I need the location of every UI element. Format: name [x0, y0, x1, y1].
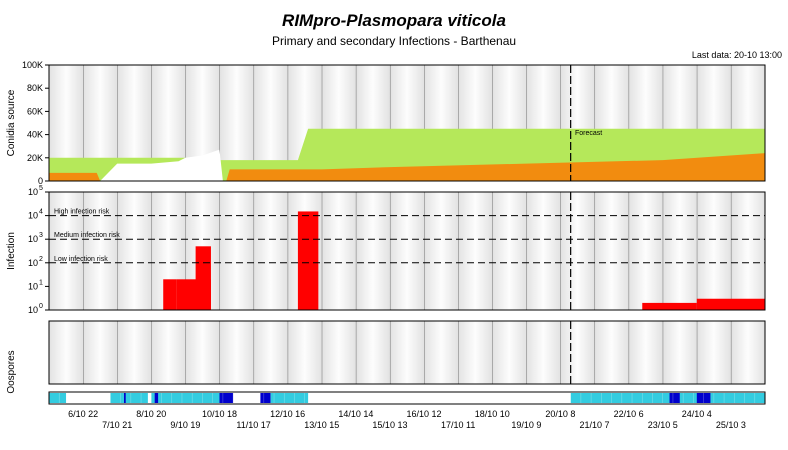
conidia-ytick-label: 0 [38, 176, 43, 186]
conidia-panel: 0 20K 40K 60K 80K 100K Conidia source Forecas… [6, 60, 766, 186]
weather-segment-10 [696, 393, 711, 403]
x-tick-label-row1: 22/10 6 [614, 409, 644, 419]
conidia-series-area-1 [100, 149, 223, 181]
conidia-series [49, 128, 765, 181]
x-tick-label-row1: 20/10 8 [545, 409, 575, 419]
chart-title: RIMpro-Plasmopara viticola [282, 11, 506, 30]
infection-bar-3 [297, 211, 319, 310]
weather-segment-3 [151, 393, 230, 403]
weather-segment-9 [669, 393, 680, 403]
infection-bar-2 [195, 246, 211, 310]
infection-ytick-exponent: 5 [39, 185, 43, 192]
infection-ytick-label: 10 [28, 258, 38, 268]
infection-y-label: Infection [6, 232, 17, 270]
x-tick-label-row2: 11/10 17 [236, 420, 270, 430]
weather-segment-4 [154, 393, 159, 403]
x-tick-label-row1: 14/10 14 [338, 409, 373, 419]
infection-ytick-exponent: 2 [39, 256, 43, 263]
infection-ytick-label: 10 [28, 281, 38, 291]
x-tick-label-row2: 9/10 19 [170, 420, 200, 430]
x-tick-label-row2: 13/10 15 [304, 420, 339, 430]
infection-ytick-label: 10 [28, 187, 38, 197]
x-tick-label-row1: 8/10 20 [136, 409, 166, 419]
weather-segment-7 [270, 393, 309, 403]
infection-bars [163, 211, 765, 310]
threshold-label-0: High infection risk [54, 209, 110, 216]
infection-bar-0 [163, 279, 177, 310]
x-tick-label-row2: 21/10 7 [580, 420, 610, 430]
x-tick-label-row2: 15/10 13 [372, 420, 407, 430]
conidia-ytick-label: 80K [27, 83, 43, 93]
infection-ytick-exponent: 0 [39, 303, 43, 310]
weather-cells [49, 393, 765, 403]
conidia-series-area-2 [49, 153, 765, 181]
x-tick-label-row1: 12/10 16 [270, 409, 305, 419]
x-tick-label-row1: 18/10 10 [475, 409, 510, 419]
infection-bar-4 [642, 302, 697, 310]
oospores-y-label: Oospores [6, 350, 17, 393]
infection-ytick-label: 10 [28, 305, 38, 315]
oospores-panel: Oospores [6, 320, 766, 394]
x-tick-label-row1: 6/10 22 [68, 409, 98, 419]
conidia-ytick-label: 40K [27, 130, 43, 140]
threshold-label-2: Low infection risk [54, 256, 108, 263]
weather-segment-8 [570, 393, 765, 403]
weather-segment-0 [49, 393, 67, 403]
conidia-ytick-label: 100K [22, 60, 43, 70]
chart-subtitle: Primary and secondary Infections - Barth… [272, 34, 516, 48]
threshold-label-1: Medium infection risk [54, 232, 120, 239]
infection-thresholds: High infection risk Medium infection risk… [49, 209, 765, 264]
weather-segment-1 [110, 393, 148, 403]
weather-strip [48, 391, 766, 405]
x-tick-label-row2: 23/10 5 [648, 420, 678, 430]
infection-panel: High infection risk Medium infection risk… [6, 185, 766, 315]
x-tick-label-row1: 16/10 12 [407, 409, 442, 419]
weather-segment-6 [260, 393, 271, 403]
x-tick-label-row2: 7/10 21 [102, 420, 132, 430]
x-tick-label-row2: 17/10 11 [441, 420, 475, 430]
infection-ytick-label: 10 [28, 211, 38, 221]
weather-segment-5 [219, 393, 234, 403]
infection-ytick-exponent: 4 [39, 209, 43, 216]
x-axis-labels: 6/10 22 8/10 20 10/10 18 12/10 16 14/10 14 16… [68, 409, 746, 430]
x-tick-label-row2: 19/10 9 [511, 420, 541, 430]
infection-ytick-exponent: 1 [39, 279, 43, 286]
infection-ytick-exponent: 3 [39, 232, 43, 239]
infection-bar-5 [696, 298, 765, 310]
conidia-ytick-label: 60K [27, 106, 43, 116]
conidia-y-label: Conidia source [6, 89, 17, 156]
x-tick-label-row2: 25/10 3 [716, 420, 746, 430]
weather-segment-2 [124, 393, 126, 403]
x-tick-label-row1: 24/10 4 [682, 409, 712, 419]
infection-ytick-label: 10 [28, 234, 38, 244]
last-data-label: Last data: 20-10 13:00 [692, 50, 782, 60]
forecast-label: Forecast [575, 130, 602, 137]
x-tick-label-row1: 10/10 18 [202, 409, 237, 419]
conidia-y-ticks: 0 20K 40K 60K 80K 100K [22, 60, 49, 186]
conidia-ytick-label: 20K [27, 153, 43, 163]
